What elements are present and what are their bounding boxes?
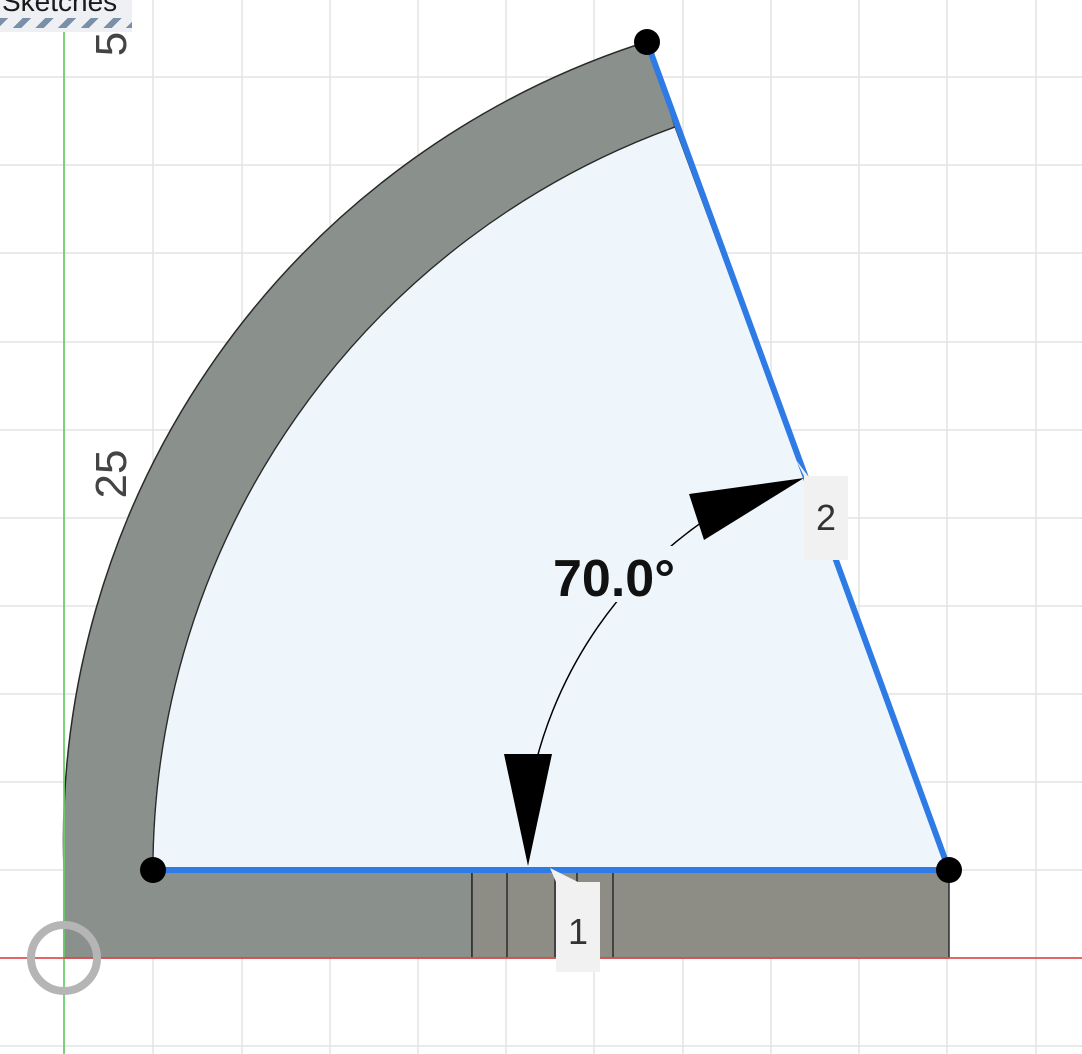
constraint-tag-1[interactable]: 1 bbox=[550, 868, 600, 972]
origin-marker-icon[interactable] bbox=[27, 921, 101, 995]
ruler-label-top: 5 bbox=[87, 32, 136, 56]
sketch-point-top[interactable] bbox=[634, 29, 660, 55]
constraint-tag-2-label: 2 bbox=[816, 497, 836, 538]
constraint-tag-2[interactable]: 2 bbox=[796, 460, 848, 560]
sketches-label: Sketches bbox=[2, 0, 118, 17]
sketch-point-left[interactable] bbox=[140, 857, 166, 883]
sketches-browser-tag[interactable]: Sketches bbox=[0, 0, 132, 32]
dimension-arrow-top bbox=[689, 478, 804, 540]
base-block[interactable] bbox=[471, 869, 950, 959]
sketch-profile[interactable] bbox=[152, 126, 950, 871]
dimension-arrow-bottom bbox=[504, 754, 552, 866]
dimension-angle-value[interactable]: 70.0° bbox=[553, 550, 675, 608]
hatch-pattern bbox=[0, 18, 132, 28]
dimension-arc bbox=[527, 499, 738, 801]
constraint-tag-1-label: 1 bbox=[568, 911, 588, 952]
ruler-label-mid: 25 bbox=[87, 450, 136, 499]
sketch-line-2[interactable] bbox=[644, 39, 952, 873]
angle-dimension[interactable]: 70.0° bbox=[504, 478, 804, 866]
sketch-point-right[interactable] bbox=[936, 857, 962, 883]
